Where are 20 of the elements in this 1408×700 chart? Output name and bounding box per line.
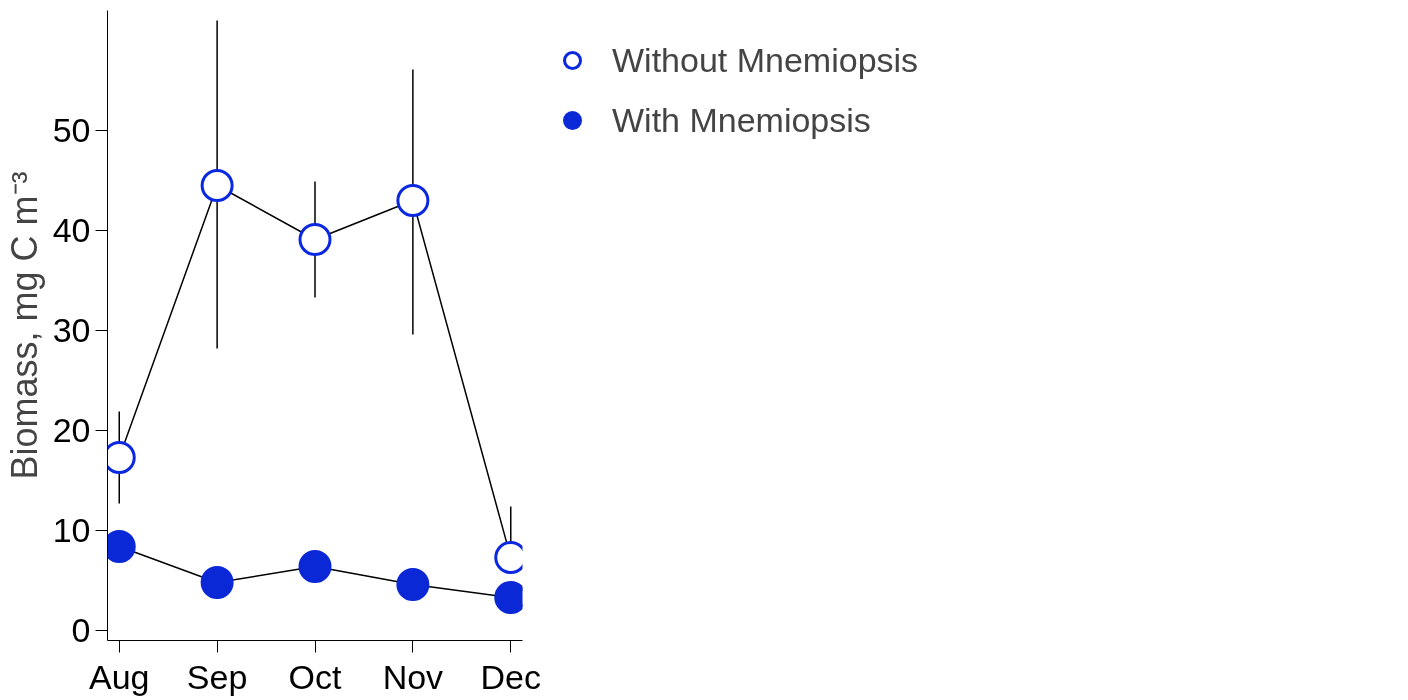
y-tick-label: 30 <box>52 311 91 349</box>
y-tick-label: 0 <box>71 611 91 649</box>
y-tick-label: 20 <box>52 411 91 449</box>
point <box>298 223 332 256</box>
x-tick-label: Dec <box>480 657 541 696</box>
y-tick-label: 40 <box>52 211 91 249</box>
legend-label: With Mnemiopsis <box>612 100 871 140</box>
legend-label: Without Mnemiopsis <box>612 40 919 80</box>
point <box>396 184 430 217</box>
x-tick-label: Oct <box>288 657 342 696</box>
y-tick-label: 50 <box>52 111 91 149</box>
x-tick-label: Nov <box>382 657 444 696</box>
point <box>200 169 234 202</box>
point <box>200 566 234 599</box>
y-tick-label: 10 <box>52 511 91 549</box>
y-axis-title: Biomass, mg C m⁻³ <box>3 171 45 480</box>
point <box>396 568 430 601</box>
x-tick-label: Aug <box>89 657 150 696</box>
point <box>298 550 332 583</box>
x-tick-label: Sep <box>186 657 248 696</box>
